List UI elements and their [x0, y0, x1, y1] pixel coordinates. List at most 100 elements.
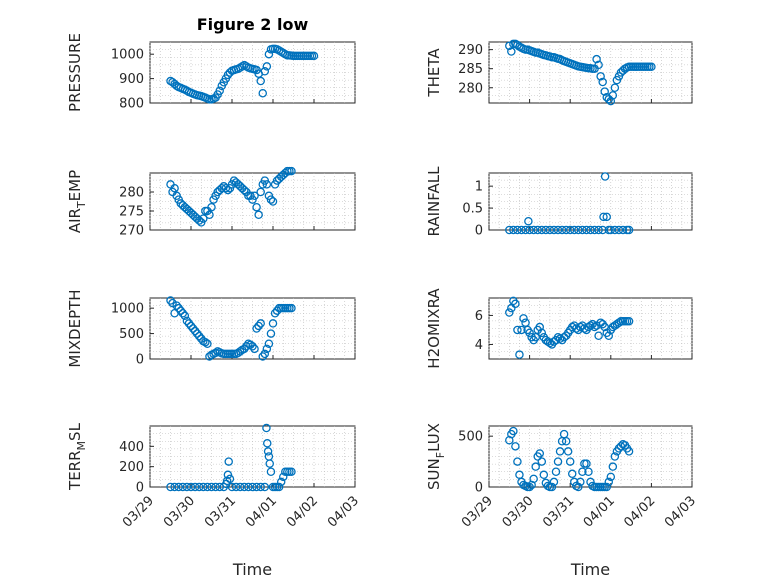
data-point: [555, 447, 565, 456]
y-axis-label-subscript: F: [434, 452, 447, 458]
data-point: [624, 316, 634, 326]
data-point: [166, 296, 175, 305]
data-point: [561, 225, 571, 235]
y-axis-label-main: RAINFALL: [425, 166, 443, 237]
data-point: [215, 86, 224, 96]
data-point: [509, 426, 518, 436]
data-point: [174, 303, 183, 313]
data-point: [511, 299, 520, 309]
data-point: [186, 482, 196, 492]
data-point: [602, 482, 611, 492]
x-tick-label: 03/31: [202, 493, 239, 530]
x-tick-label: 04/03: [662, 493, 699, 530]
data-point: [252, 202, 261, 212]
data-point: [190, 482, 200, 492]
data-point: [178, 308, 188, 318]
data-point: [567, 469, 577, 479]
data-point: [223, 470, 233, 480]
y-axis-label-main: THETA: [425, 48, 443, 98]
data-point: [178, 482, 188, 492]
data-point: [606, 472, 616, 482]
data-point: [287, 303, 296, 313]
data-point: [248, 342, 257, 351]
x-axis-label: Time: [232, 560, 272, 579]
data-point: [614, 225, 624, 235]
data-point: [250, 191, 259, 201]
data-point: [262, 62, 272, 71]
data-point: [582, 225, 591, 235]
y-axis-label-subscript: T: [75, 201, 88, 209]
data-point: [260, 349, 270, 359]
subplot-7: 0 200 400 TERRMSL 03/29 03/30 03/31 04/01 04/02 0…: [66, 422, 362, 579]
y-axis-label-rest: LUX: [425, 423, 443, 452]
data-point: [240, 482, 249, 492]
y-tick-label: 1: [475, 180, 483, 195]
data-point: [227, 482, 237, 492]
y-tick-label: 4: [475, 338, 483, 353]
data-point: [182, 482, 192, 492]
series-points: [505, 296, 634, 359]
series-points: [505, 426, 634, 492]
data-point: [614, 318, 624, 327]
data-point: [594, 331, 603, 341]
data-point: [586, 477, 595, 487]
data-point: [586, 225, 595, 235]
data-point: [602, 212, 611, 222]
data-point: [608, 462, 618, 471]
data-point: [539, 470, 549, 480]
y-tick-label: 800: [119, 97, 144, 112]
data-point: [553, 225, 563, 235]
x-tick-label: 04/01: [581, 493, 618, 530]
data-point: [194, 216, 204, 225]
data-point: [188, 324, 198, 333]
data-point: [563, 447, 573, 456]
data-point: [240, 344, 249, 354]
data-point: [529, 474, 538, 484]
data-point: [221, 183, 231, 193]
data-point: [507, 47, 516, 56]
data-point: [268, 197, 278, 206]
data-point: [266, 329, 276, 338]
y-tick-label: 400: [119, 440, 144, 455]
y-tick-label: 900: [119, 72, 144, 87]
data-point: [242, 342, 251, 351]
y-axis-label-main: MIXDEPTH: [66, 289, 84, 367]
data-point: [570, 225, 579, 235]
data-point: [600, 87, 609, 96]
x-tick-label: 04/03: [325, 493, 362, 530]
data-point: [256, 482, 265, 492]
series-points: [166, 296, 296, 361]
data-point: [268, 319, 278, 328]
data-point: [517, 325, 526, 335]
data-point: [258, 88, 267, 98]
data-point: [574, 225, 583, 235]
y-axis-label-rest: EMP: [66, 170, 84, 201]
data-point: [266, 467, 276, 476]
data-point: [194, 331, 204, 341]
y-axis-label: AIRTEMP: [66, 170, 88, 233]
data-point: [180, 311, 190, 321]
x-tick-label: 03/29: [459, 493, 496, 530]
x-tick-label: 04/02: [284, 493, 321, 530]
data-point: [201, 337, 210, 347]
y-axis-label-main: H2OMIXRA: [425, 288, 443, 369]
data-point: [578, 467, 587, 476]
data-point: [513, 325, 522, 335]
data-point: [211, 348, 220, 358]
data-point: [582, 459, 591, 468]
data-point: [252, 482, 261, 492]
data-point: [515, 350, 524, 359]
data-point: [606, 225, 616, 235]
data-point: [256, 76, 265, 86]
y-tick-label: 0: [136, 353, 144, 368]
y-tick-label: 0: [475, 481, 483, 496]
data-point: [244, 482, 253, 492]
data-point: [172, 301, 181, 310]
data-point: [608, 91, 618, 100]
data-point: [594, 60, 603, 70]
data-point: [256, 319, 265, 328]
data-point: [537, 328, 547, 338]
data-point: [186, 321, 196, 331]
data-point: [223, 185, 233, 195]
